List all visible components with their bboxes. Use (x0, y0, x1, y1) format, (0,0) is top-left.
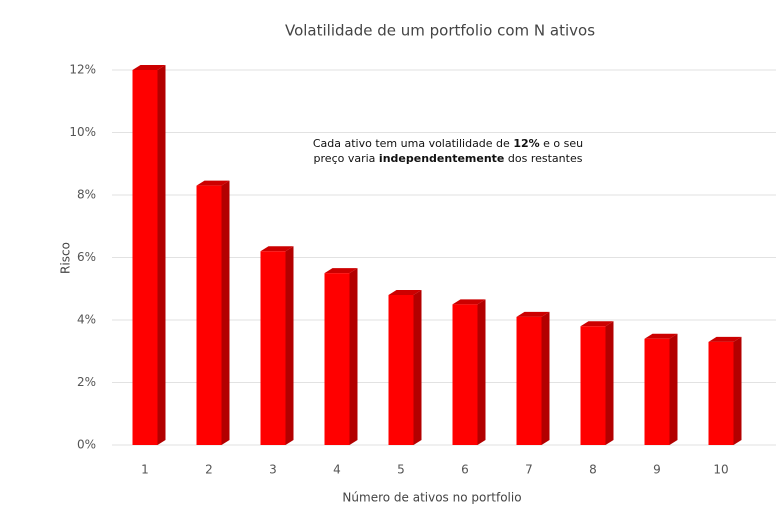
x-axis-label: Número de ativos no portfolio (342, 491, 521, 505)
annotation-text: preço varia (314, 152, 379, 165)
x-tick-label: 10 (713, 463, 728, 477)
annotation: preço varia independentemente dos restan… (314, 152, 583, 165)
annotation-text: Cada ativo tem uma volatilidade de (313, 137, 513, 150)
bar-top (196, 180, 230, 186)
y-tick-label: 4% (77, 313, 96, 327)
bar-top (580, 321, 614, 327)
bar (580, 326, 606, 445)
y-tick-label: 10% (69, 125, 96, 139)
bar-side (349, 268, 358, 445)
bar (452, 304, 478, 445)
bar (260, 251, 286, 445)
bar-side (477, 299, 486, 445)
bar-top (132, 65, 166, 70)
bar (516, 316, 542, 445)
y-axis-label: Risco (59, 242, 73, 274)
bar-top (260, 246, 294, 252)
bar-top (452, 299, 486, 305)
chart-title: Volatilidade de um portfolio com N ativo… (285, 22, 595, 40)
bar-top (516, 311, 550, 317)
bar-top (644, 333, 678, 339)
x-tick-label: 8 (589, 463, 597, 477)
bar (196, 185, 222, 445)
x-tick-label: 5 (397, 463, 405, 477)
x-tick-label: 3 (269, 463, 277, 477)
bar-side (221, 180, 230, 445)
y-tick-label: 12% (69, 63, 96, 77)
bar (132, 70, 158, 445)
annotation-text: e o seu (540, 137, 583, 150)
y-tick-label: 0% (77, 438, 96, 452)
annotation-text: dos restantes (504, 152, 582, 165)
y-tick-label: 6% (77, 250, 96, 264)
bar-side (669, 333, 678, 445)
bar (708, 341, 734, 445)
annotation-text: independentemente (379, 152, 504, 165)
bar-top (388, 290, 422, 295)
bar-side (733, 336, 742, 445)
bar-side (413, 290, 422, 445)
x-tick-label: 2 (205, 463, 213, 477)
bar (324, 273, 350, 445)
bar (388, 295, 414, 445)
y-tick-label: 2% (77, 375, 96, 389)
bar (644, 338, 670, 445)
x-tick-label: 9 (653, 463, 661, 477)
x-tick-label: 6 (461, 463, 469, 477)
annotation-text: 12% (513, 137, 539, 150)
bar-side (605, 321, 614, 445)
bar-side (285, 246, 294, 445)
x-tick-label: 1 (141, 463, 149, 477)
bar-top (324, 268, 358, 274)
annotation: Cada ativo tem uma volatilidade de 12% e… (313, 137, 583, 150)
bar-side (541, 311, 550, 445)
bar-top (708, 336, 742, 342)
x-tick-label: 7 (525, 463, 533, 477)
y-tick-label: 8% (77, 188, 96, 202)
x-tick-label: 4 (333, 463, 341, 477)
bar-side (157, 65, 166, 445)
